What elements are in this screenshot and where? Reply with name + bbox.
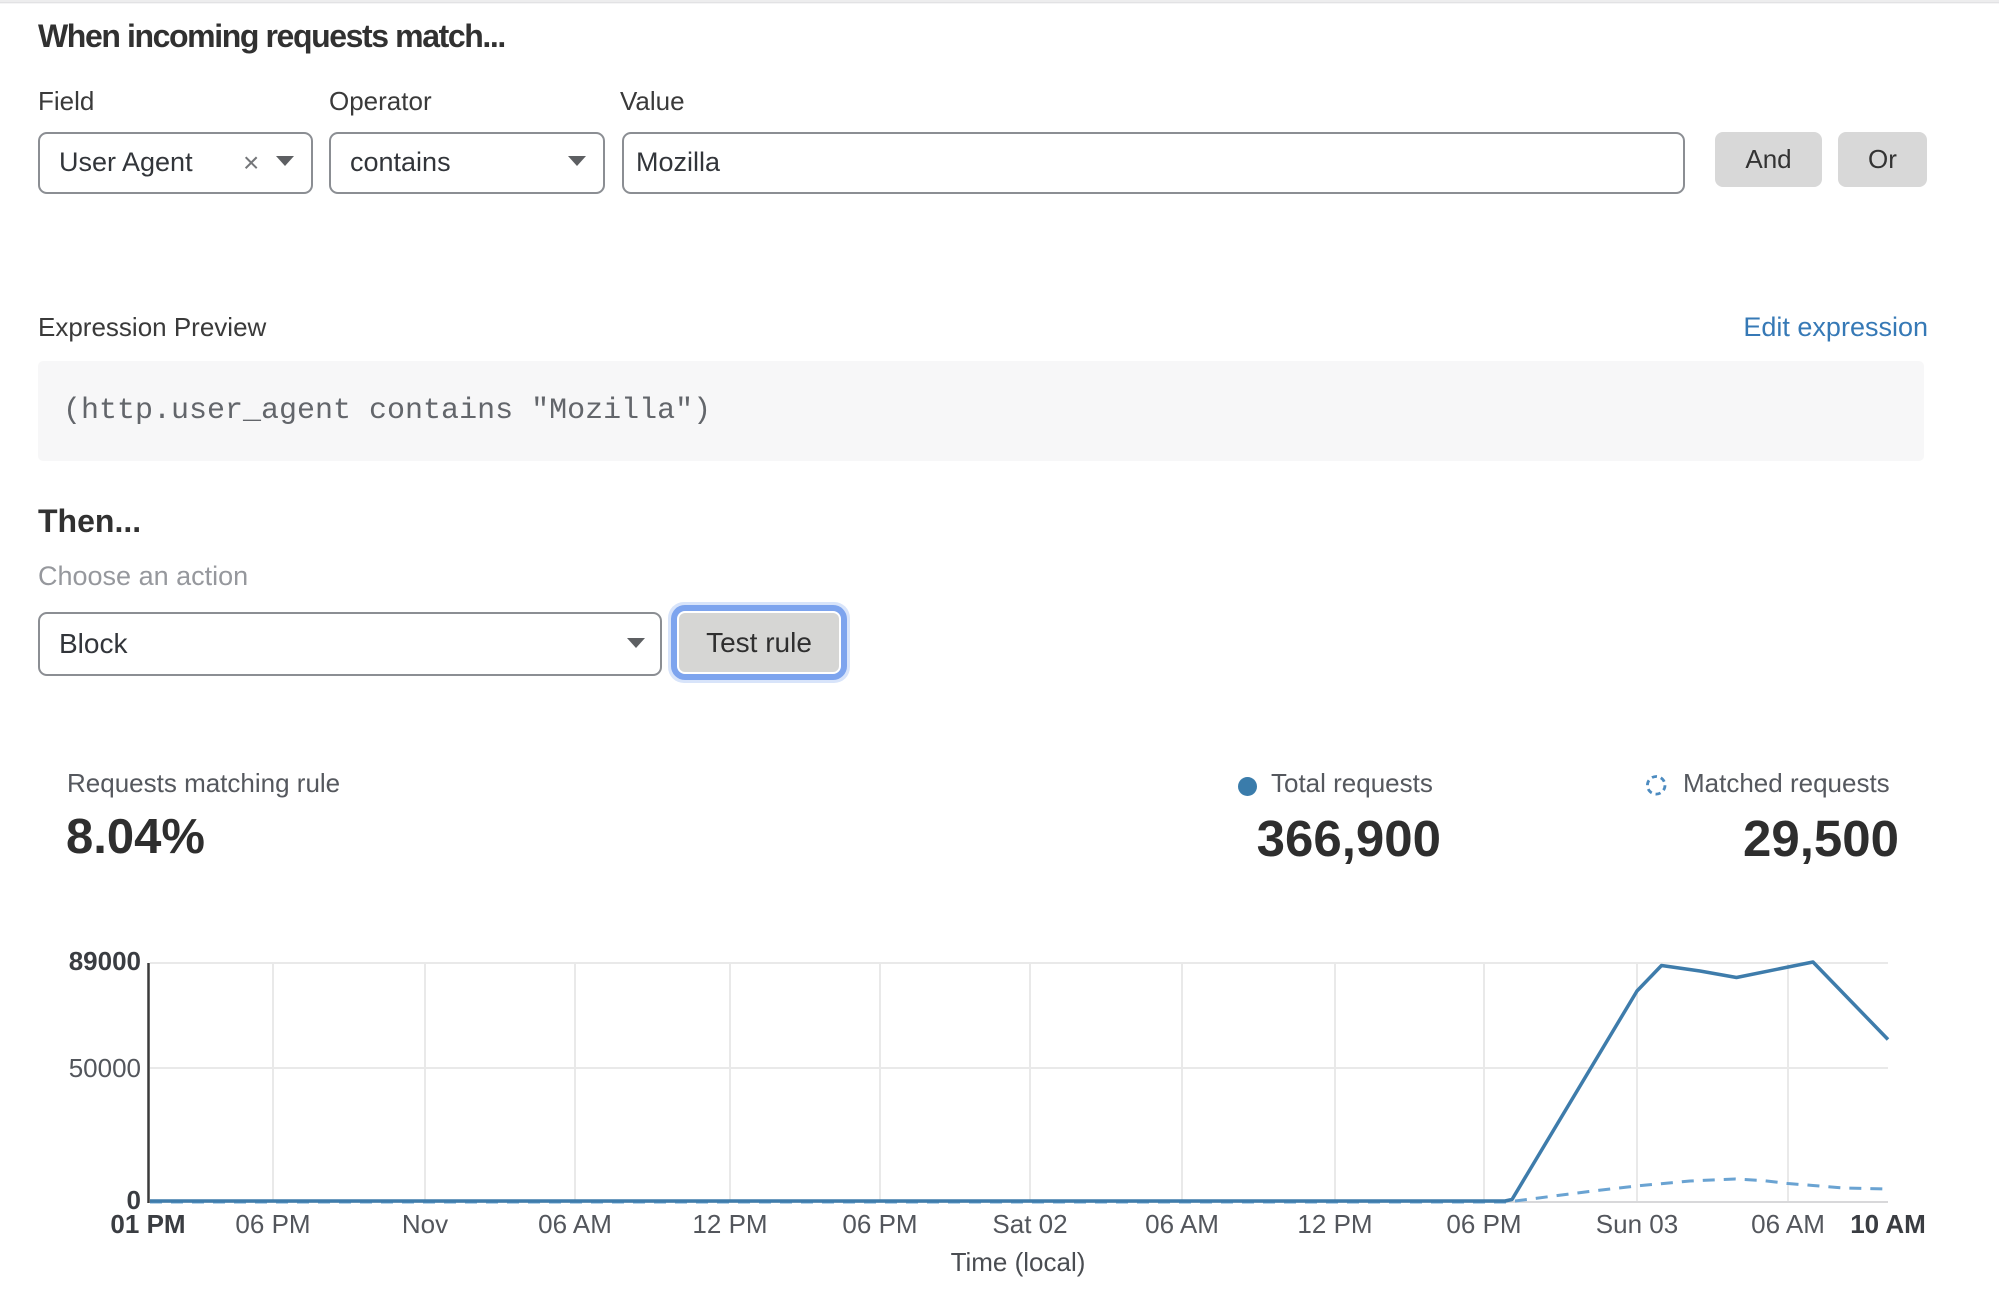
- svg-text:50000: 50000: [69, 1053, 141, 1083]
- svg-text:01 PM: 01 PM: [110, 1209, 185, 1239]
- svg-text:06 AM: 06 AM: [1145, 1209, 1219, 1239]
- svg-text:06 PM: 06 PM: [235, 1209, 310, 1239]
- svg-text:06 AM: 06 AM: [538, 1209, 612, 1239]
- svg-text:Time (local): Time (local): [951, 1247, 1086, 1277]
- svg-text:Sun 03: Sun 03: [1596, 1209, 1678, 1239]
- svg-text:Sat 02: Sat 02: [992, 1209, 1067, 1239]
- svg-text:Nov: Nov: [402, 1209, 448, 1239]
- svg-text:0: 0: [127, 1185, 141, 1215]
- svg-text:12 PM: 12 PM: [1297, 1209, 1372, 1239]
- svg-text:12 PM: 12 PM: [692, 1209, 767, 1239]
- svg-text:10 AM: 10 AM: [1850, 1209, 1926, 1239]
- svg-text:06 AM: 06 AM: [1751, 1209, 1825, 1239]
- svg-text:06 PM: 06 PM: [1446, 1209, 1521, 1239]
- svg-text:89000: 89000: [69, 946, 141, 976]
- svg-text:06 PM: 06 PM: [842, 1209, 917, 1239]
